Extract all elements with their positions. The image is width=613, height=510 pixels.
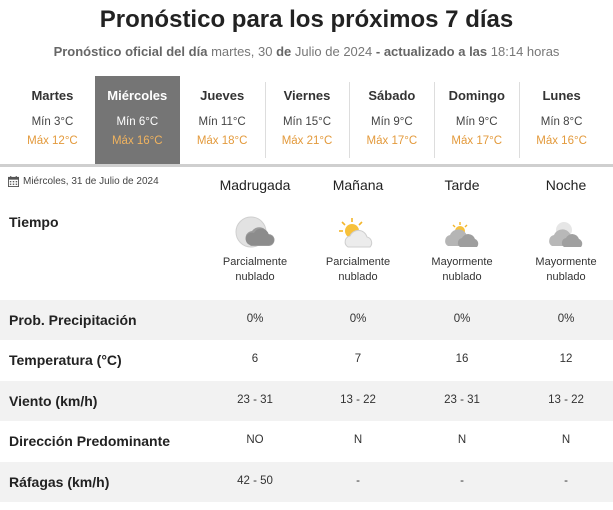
day-name: Sábado xyxy=(368,88,416,103)
detail-date-text: Miércoles, 31 de Julio de 2024 xyxy=(23,176,159,187)
row-label: Viento (km/h) xyxy=(9,393,98,409)
day-min-temp: Mín 6°C xyxy=(116,116,159,128)
day-tab-0[interactable]: Martes Mín 3°C Máx 12°C xyxy=(10,76,95,164)
day-tab-1[interactable]: Miércoles Mín 6°C Máx 16°C xyxy=(94,76,180,164)
table-cell: 23 - 31 xyxy=(444,394,480,406)
day-max-temp: Máx 21°C xyxy=(281,135,333,147)
period-header: Noche xyxy=(545,177,587,193)
day-min-temp: Mín 15°C xyxy=(282,116,332,128)
table-cell: 0% xyxy=(453,313,471,325)
day-max-temp: Máx 12°C xyxy=(27,135,78,147)
table-cell: 13 - 22 xyxy=(548,394,584,406)
day-tab-2[interactable]: Jueves Mín 11°C Máx 18°C xyxy=(180,76,265,164)
day-min-temp: Mín 9°C xyxy=(371,116,413,128)
table-cell: N xyxy=(353,434,363,446)
day-max-temp: Máx 18°C xyxy=(196,135,248,147)
day-max-temp: Máx 17°C xyxy=(366,135,418,147)
subtitle-de: de xyxy=(276,44,292,59)
table-cell: NO xyxy=(246,434,264,446)
table-cell: 7 xyxy=(354,353,362,365)
day-name: Lunes xyxy=(542,88,581,103)
row-label: Dirección Predominante xyxy=(9,433,171,449)
subtitle-date: martes, 30 xyxy=(211,44,273,59)
page-title: Pronóstico para los próximos 7 días xyxy=(99,6,514,33)
day-name: Viernes xyxy=(283,88,331,103)
row-label: Prob. Precipitación xyxy=(9,312,137,328)
table-row-gusts: Ráfagas (km/h) 42 - 50 - - - xyxy=(0,462,613,502)
partly-cloudy-night-icon xyxy=(235,216,275,248)
row-label: Temperatura (°C) xyxy=(9,352,122,368)
forecast-subtitle: Pronóstico oficial del día martes, 30 de… xyxy=(0,44,613,59)
day-name: Domingo xyxy=(448,88,505,103)
day-max-temp: Máx 16°C xyxy=(111,135,163,147)
detail-date: Miércoles, 31 de Julio de 2024 xyxy=(8,176,159,187)
weather-description: Parcialmente nublado xyxy=(222,256,288,283)
day-max-temp: Máx 17°C xyxy=(451,135,503,147)
table-cell: N xyxy=(561,434,571,446)
table-cell: - xyxy=(356,475,360,487)
table-cell: 0% xyxy=(246,313,264,325)
table-row-direction: Dirección Predominante NO N N N xyxy=(0,421,613,461)
subtitle-updated: - actualizado a las xyxy=(375,44,488,59)
day-name: Jueves xyxy=(200,88,245,103)
period-header: Mañana xyxy=(332,177,384,193)
table-cell: 13 - 22 xyxy=(340,394,376,406)
period-header: Tarde xyxy=(444,177,480,193)
partly-cloudy-day-icon xyxy=(339,218,373,248)
row-label: Ráfagas (km/h) xyxy=(9,474,110,490)
calendar-icon xyxy=(8,176,19,187)
mostly-cloudy-night-icon xyxy=(549,222,583,247)
table-row-precipitation: Prob. Precipitación 0% 0% 0% 0% xyxy=(0,300,613,340)
day-tab-6[interactable]: Lunes Mín 8°C Máx 16°C xyxy=(519,76,604,164)
table-row-temperature: Temperatura (°C) 6 7 16 12 xyxy=(0,340,613,380)
day-tab-3[interactable]: Viernes Mín 15°C Máx 21°C xyxy=(264,76,350,164)
table-cell: 23 - 31 xyxy=(237,394,273,406)
day-selector: Martes Mín 3°C Máx 12°C Miércoles Mín 6°… xyxy=(10,76,604,164)
table-cell: N xyxy=(457,434,467,446)
section-divider xyxy=(0,164,613,167)
period-header: Madrugada xyxy=(219,177,291,193)
table-cell: 42 - 50 xyxy=(237,475,273,487)
table-cell: - xyxy=(460,475,464,487)
table-cell: 6 xyxy=(251,353,259,365)
table-cell: 0% xyxy=(557,313,575,325)
day-min-temp: Mín 8°C xyxy=(540,116,583,128)
mostly-cloudy-day-icon xyxy=(445,222,479,247)
day-tab-4[interactable]: Sábado Mín 9°C Máx 17°C xyxy=(349,76,434,164)
subtitle-prefix: Pronóstico oficial del día xyxy=(53,44,208,59)
table-cell: 12 xyxy=(559,353,573,365)
table-row-wind: Viento (km/h) 23 - 31 13 - 22 23 - 31 13… xyxy=(0,381,613,421)
weather-description: Parcialmente nublado xyxy=(325,256,391,283)
subtitle-date2: Julio de 2024 xyxy=(294,44,373,59)
table-cell: - xyxy=(564,475,568,487)
subtitle-time: 18:14 horas xyxy=(490,44,560,59)
day-max-temp: Máx 16°C xyxy=(536,135,587,147)
day-tab-5[interactable]: Domingo Mín 9°C Máx 17°C xyxy=(434,76,519,164)
day-name: Miércoles xyxy=(107,88,168,103)
day-min-temp: Mín 11°C xyxy=(198,116,246,128)
weather-description: Mayormente nublado xyxy=(535,256,597,283)
day-min-temp: Mín 3°C xyxy=(31,116,74,128)
table-cell: 0% xyxy=(349,313,367,325)
table-cell: 16 xyxy=(455,353,469,365)
weather-description: Mayormente nublado xyxy=(431,256,493,283)
day-name: Martes xyxy=(31,88,74,103)
day-min-temp: Mín 9°C xyxy=(455,116,498,128)
weather-row-label: Tiempo xyxy=(9,214,59,230)
